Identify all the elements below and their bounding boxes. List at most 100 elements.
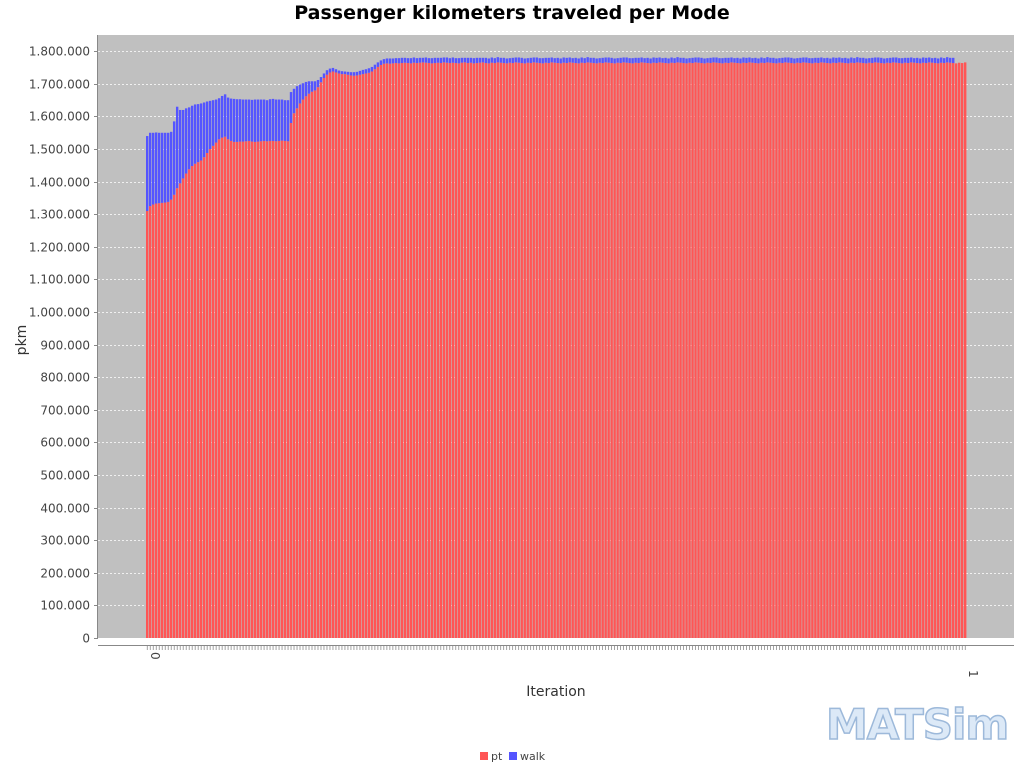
bar-pt — [571, 62, 574, 638]
bar-pt — [937, 63, 940, 639]
bar-pt — [274, 141, 278, 638]
bar-walk — [901, 58, 904, 64]
bar-pt — [868, 62, 871, 638]
bar-walk — [937, 58, 940, 64]
bar-walk — [238, 99, 242, 142]
bar-walk — [535, 57, 538, 63]
bar-pt — [301, 99, 305, 639]
bar-pt — [382, 63, 386, 639]
bar-pt — [640, 62, 643, 638]
bar-pt — [895, 62, 898, 638]
bar-pt — [289, 123, 293, 638]
bar-walk — [268, 99, 272, 141]
bar-pt — [253, 141, 257, 638]
bar-pt — [622, 62, 625, 638]
bar-walk — [949, 57, 952, 63]
bar-pt — [388, 63, 392, 639]
bar-walk — [235, 99, 239, 142]
bar-walk — [646, 57, 649, 64]
bar-pt — [286, 141, 290, 638]
bar-walk — [271, 98, 275, 141]
bar-walk — [736, 57, 739, 64]
bar-walk — [787, 57, 790, 63]
bar-pt — [391, 63, 395, 639]
bar-walk — [760, 57, 763, 63]
bar-walk — [523, 58, 526, 64]
bar-walk — [514, 57, 517, 63]
bar-walk — [766, 57, 769, 63]
bar-walk — [904, 57, 907, 63]
bar-walk — [688, 58, 691, 63]
bar-walk — [508, 58, 511, 63]
bar-pt — [925, 63, 928, 638]
bar-pt — [445, 62, 449, 638]
bar-walk — [637, 57, 640, 64]
bar-walk — [208, 100, 212, 150]
bar-pt — [529, 63, 532, 638]
bar-walk — [748, 57, 751, 63]
bar-walk — [172, 121, 176, 195]
bar-walk — [691, 57, 694, 64]
bar-pt — [913, 62, 916, 638]
bar-pt — [223, 136, 227, 638]
bar-pt — [793, 63, 796, 639]
bar-walk — [652, 57, 655, 63]
bar-pt — [877, 62, 880, 638]
bar-pt — [892, 62, 895, 638]
bar-walk — [805, 57, 808, 63]
bar-pt — [916, 63, 919, 638]
bar-pt — [505, 63, 508, 639]
bar-walk — [742, 57, 745, 63]
y-tick-label: 1.800.000 — [29, 45, 90, 59]
bar-pt — [316, 87, 320, 638]
bar-pt — [481, 62, 484, 638]
bar-walk — [862, 57, 865, 64]
bar-pt — [463, 62, 467, 638]
bar-pt — [952, 63, 955, 638]
bar-walk — [733, 58, 736, 63]
bar-walk — [430, 58, 434, 64]
bar-pt — [358, 74, 362, 638]
bar-pt — [613, 63, 616, 639]
grid-lines — [98, 51, 1014, 606]
bar-walk — [149, 132, 152, 207]
bar-walk — [370, 66, 374, 72]
bar-walk — [364, 69, 368, 74]
bar-pt — [187, 169, 191, 639]
bar-pt — [433, 63, 437, 638]
bar-walk — [325, 70, 329, 75]
bar-walk — [718, 58, 721, 64]
bar-pt — [745, 63, 748, 638]
bar-pt — [778, 62, 781, 638]
bar-pt — [589, 62, 592, 638]
bar-walk — [610, 57, 613, 64]
bar-walk — [466, 57, 470, 64]
bar-pt — [922, 62, 925, 638]
bar-walk — [709, 57, 712, 64]
bar-walk — [382, 59, 386, 64]
bar-pt — [961, 63, 964, 638]
bar-walk — [220, 95, 224, 138]
bar-pt — [304, 96, 308, 638]
bar-pt — [418, 62, 422, 638]
y-tick-label: 1.400.000 — [29, 176, 90, 190]
bar-walk — [151, 132, 155, 205]
bar-pt — [409, 63, 413, 639]
bar-walk — [146, 136, 149, 212]
bar-walk — [586, 57, 589, 63]
bar-pt — [400, 63, 404, 638]
bar-pt — [424, 62, 428, 638]
bar-walk — [592, 57, 595, 64]
bar-walk — [670, 57, 673, 63]
bar-walk — [361, 69, 365, 75]
bar-pt — [583, 63, 586, 638]
bar-walk — [439, 57, 443, 64]
bar-pt — [499, 62, 502, 638]
bar-pt — [790, 63, 793, 638]
bar-walk — [595, 58, 598, 64]
bar-walk — [277, 99, 281, 141]
bar-pt — [442, 62, 446, 638]
bar-pt — [469, 62, 473, 638]
bar-pt — [676, 62, 679, 638]
legend-label-pt: pt — [491, 750, 503, 763]
